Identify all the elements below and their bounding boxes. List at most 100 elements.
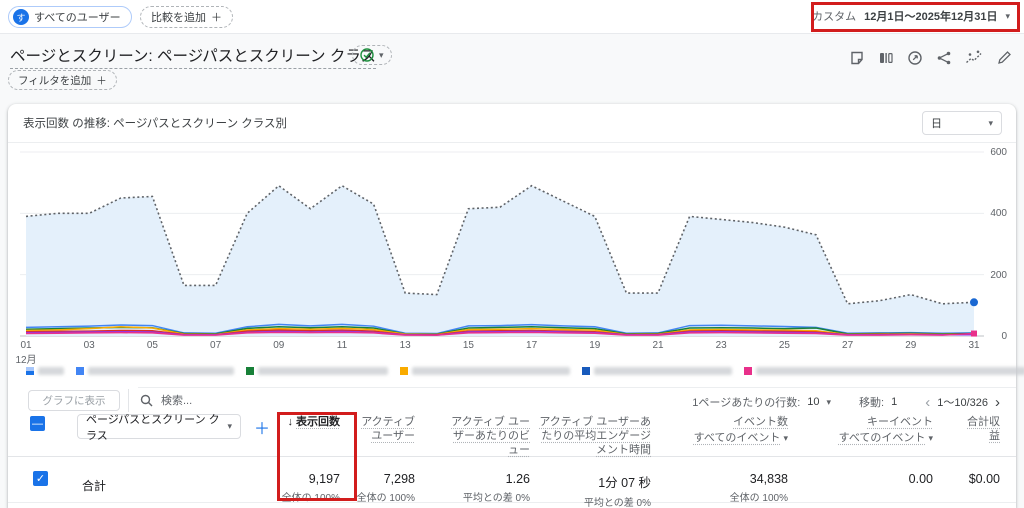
legend-blurred-text — [38, 367, 64, 375]
legend-item[interactable] — [744, 367, 1024, 375]
column-header-views[interactable]: ↓ 表示回数 — [210, 415, 340, 429]
column-header-key-events-label: キーイベント — [867, 416, 933, 428]
y-axis-tick: 200 — [990, 269, 1007, 281]
legend-item[interactable] — [582, 367, 732, 375]
insights-sparkline-icon[interactable] — [965, 50, 983, 66]
sampling-gauge-icon[interactable] — [907, 50, 923, 66]
legend-color-swatch — [582, 367, 590, 375]
x-axis-tick: 19 — [589, 340, 601, 351]
report-card: 表示回数 の推移: ページパスとスクリーン クラス別 日 ▾ グラフに表示 検索… — [8, 104, 1024, 508]
column-header-views-per-user[interactable]: アクティブ ユー ザーあたりのビ ュー — [400, 415, 530, 457]
row-checkbox[interactable]: ✓ — [33, 471, 48, 486]
legend-color-swatch — [400, 367, 408, 375]
total-views-per-user-value: 1.26 — [505, 472, 530, 486]
select-all-checkbox[interactable]: — — [30, 416, 45, 431]
date-range-preset: カスタム — [812, 11, 857, 23]
legend-color-swatch — [744, 367, 752, 375]
x-axis-month-label: 12月 — [15, 355, 37, 366]
column-header-events[interactable]: イベント数 すべてのイベント ▾ — [658, 415, 788, 445]
chart-title: 表示回数 の推移: ページパスとスクリーン クラス別 — [23, 118, 288, 130]
legend-blurred-text — [258, 367, 388, 375]
audience-chip[interactable]: す すべてのユーザー — [8, 6, 132, 28]
column-header-active-users-label: アクティブ ユーザー — [361, 416, 415, 442]
divider — [8, 502, 1016, 503]
column-header-views-per-user-label: アクティブ ユー ザーあたりのビ ュー — [451, 416, 530, 456]
go-to-page-value[interactable]: 1 — [891, 396, 898, 408]
y-axis-tick: 600 — [990, 147, 1007, 158]
x-axis-tick: 05 — [146, 340, 158, 351]
top-bar: す すべてのユーザー 比較を追加 ＋ カスタム 12月1日～2025年12月31… — [0, 0, 1024, 34]
report-toolbar — [849, 50, 1012, 66]
x-axis-tick: 01 12月 — [11, 340, 41, 366]
legend-item[interactable] — [26, 367, 64, 375]
comparison-icon[interactable] — [878, 50, 894, 66]
plus-icon: ＋ — [96, 74, 107, 87]
total-active-users-cell: 7,298 全体の 100% — [325, 472, 415, 504]
column-header-engagement-label: アクティブ ユーザーあ たりの平均エンゲージ メント時間 — [539, 416, 651, 456]
report-status-dropdown[interactable]: ▾ — [352, 45, 392, 65]
verified-check-icon — [360, 48, 374, 62]
column-header-active-users[interactable]: アクティブ ユーザー — [285, 415, 415, 443]
total-active-users-value: 7,298 — [383, 472, 415, 486]
legend-blurred-text — [594, 367, 732, 375]
add-dimension-button[interactable]: ＋ — [254, 421, 271, 438]
caret-down-icon[interactable]: ▾ — [826, 396, 832, 407]
rows-per-page-value[interactable]: 10 — [807, 396, 820, 408]
total-events-sub: 全体の 100% — [729, 493, 788, 504]
legend-color-swatch — [76, 367, 84, 375]
divider — [8, 456, 1016, 457]
legend-color-swatch — [26, 367, 34, 375]
table-pagination: 1ページあたりの行数: 10 ▾ 移動: 1 ‹ 1～10/326 › — [692, 394, 1000, 410]
legend-blurred-text — [412, 367, 570, 375]
total-revenue-cell: $0.00 — [920, 472, 1000, 486]
date-range-selector[interactable]: カスタム 12月1日～2025年12月31日 ▾ — [812, 8, 1010, 24]
x-axis-tick: 11 — [336, 340, 348, 351]
legend-item[interactable] — [246, 367, 388, 375]
column-header-events-label: イベント数 — [733, 416, 788, 428]
add-filter-chip[interactable]: フィルタを追加 ＋ — [8, 70, 117, 90]
next-page-icon[interactable]: › — [995, 393, 1000, 411]
x-axis-tick: 21 — [652, 340, 664, 351]
divider — [8, 142, 1016, 143]
events-filter-value: すべてのイベント — [693, 432, 781, 444]
total-revenue-value: $0.00 — [968, 472, 1000, 486]
x-axis-tick: 03 — [83, 340, 95, 351]
add-comparison-chip[interactable]: 比較を追加 ＋ — [140, 6, 233, 28]
x-axis-tick: 09 — [273, 340, 285, 351]
total-views-per-user-cell: 1.26 平均との差 0% — [420, 472, 530, 504]
total-events-value: 34,838 — [749, 472, 788, 486]
dimension-select[interactable]: ページパスとスクリーン クラス ▾ — [77, 414, 241, 442]
date-range-value: 12月1日～2025年12月31日 — [864, 11, 998, 23]
share-icon[interactable] — [936, 50, 952, 66]
y-axis-tick: 400 — [990, 208, 1007, 220]
column-header-key-events[interactable]: キーイベント すべてのイベント ▾ — [803, 415, 933, 445]
show-on-chart-button[interactable]: グラフに表示 — [28, 390, 120, 411]
column-header-views-label: 表示回数 — [296, 416, 340, 428]
edit-pencil-icon[interactable] — [996, 50, 1012, 66]
key-events-filter-value: すべてのイベント — [838, 432, 926, 444]
caret-down-icon: ▾ — [1005, 10, 1010, 21]
caret-down-icon: ▾ — [988, 117, 993, 128]
column-header-revenue[interactable]: 合計収 益 — [940, 415, 1000, 443]
search-placeholder: 検索... — [161, 395, 193, 407]
x-axis-tick: 25 — [778, 340, 790, 351]
divider — [138, 387, 1016, 388]
prev-page-icon[interactable]: ‹ — [925, 393, 931, 411]
note-icon[interactable] — [849, 50, 865, 66]
pagination-range: 1～10/326 — [937, 397, 988, 409]
column-header-engagement-time[interactable]: アクティブ ユーザーあ たりの平均エンゲージ メント時間 — [501, 415, 651, 457]
x-axis-tick: 13 — [399, 340, 411, 351]
total-engagement-sub: 平均との差 0% — [583, 498, 651, 508]
legend-item[interactable] — [76, 367, 234, 375]
rows-per-page-label: 1ページあたりの行数: — [692, 397, 801, 409]
table-search-input[interactable]: 検索... — [140, 392, 192, 408]
x-axis-tick: 31 — [968, 340, 980, 351]
search-icon — [140, 394, 153, 406]
audience-avatar: す — [13, 9, 29, 25]
legend-item[interactable] — [400, 367, 570, 375]
x-axis-tick: 17 — [526, 340, 538, 351]
total-engagement-cell: 1分 07 秒 平均との差 0% — [511, 472, 651, 508]
granularity-select[interactable]: 日 ▾ — [922, 111, 1002, 135]
total-engagement-value: 1分 07 秒 — [598, 476, 651, 490]
